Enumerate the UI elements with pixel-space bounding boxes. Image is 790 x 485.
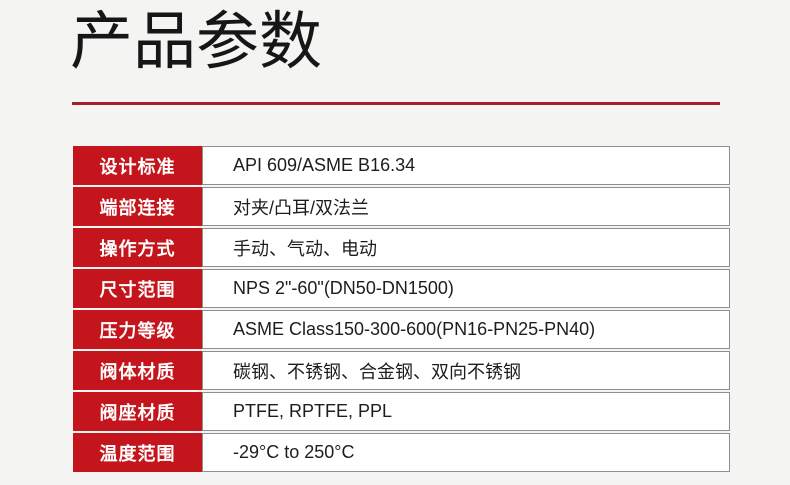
spec-value-cell: NPS 2"-60"(DN50-DN1500) [202, 269, 730, 308]
spec-label-cell: 端部连接 [73, 187, 202, 226]
table-row: 阀体材质 碳钢、不锈钢、合金钢、双向不锈钢 [73, 351, 730, 390]
spec-label-cell: 设计标准 [73, 146, 202, 185]
table-row: 温度范围 -29°C to 250°C [73, 433, 730, 472]
table-row: 设计标准 API 609/ASME B16.34 [73, 146, 730, 185]
table-row: 阀座材质 PTFE, RPTFE, PPL [73, 392, 730, 431]
spec-label-cell: 尺寸范围 [73, 269, 202, 308]
product-spec-table: 设计标准 API 609/ASME B16.34 端部连接 对夹/凸耳/双法兰 … [73, 146, 730, 472]
spec-value-cell: API 609/ASME B16.34 [202, 146, 730, 185]
spec-label-cell: 压力等级 [73, 310, 202, 349]
spec-label-cell: 操作方式 [73, 228, 202, 267]
spec-label-cell: 阀体材质 [73, 351, 202, 390]
table-row: 尺寸范围 NPS 2"-60"(DN50-DN1500) [73, 269, 730, 308]
spec-value-cell: PTFE, RPTFE, PPL [202, 392, 730, 431]
table-row: 压力等级 ASME Class150-300-600(PN16-PN25-PN4… [73, 310, 730, 349]
spec-label-cell: 阀座材质 [73, 392, 202, 431]
table-row: 操作方式 手动、气动、电动 [73, 228, 730, 267]
spec-value-cell: 手动、气动、电动 [202, 228, 730, 267]
spec-value-cell: ASME Class150-300-600(PN16-PN25-PN40) [202, 310, 730, 349]
spec-value-cell: 对夹/凸耳/双法兰 [202, 187, 730, 226]
page-title: 产品参数 [70, 7, 322, 77]
title-divider-line [72, 102, 720, 105]
spec-value-cell: 碳钢、不锈钢、合金钢、双向不锈钢 [202, 351, 730, 390]
table-row: 端部连接 对夹/凸耳/双法兰 [73, 187, 730, 226]
spec-label-cell: 温度范围 [73, 433, 202, 472]
spec-value-cell: -29°C to 250°C [202, 433, 730, 472]
